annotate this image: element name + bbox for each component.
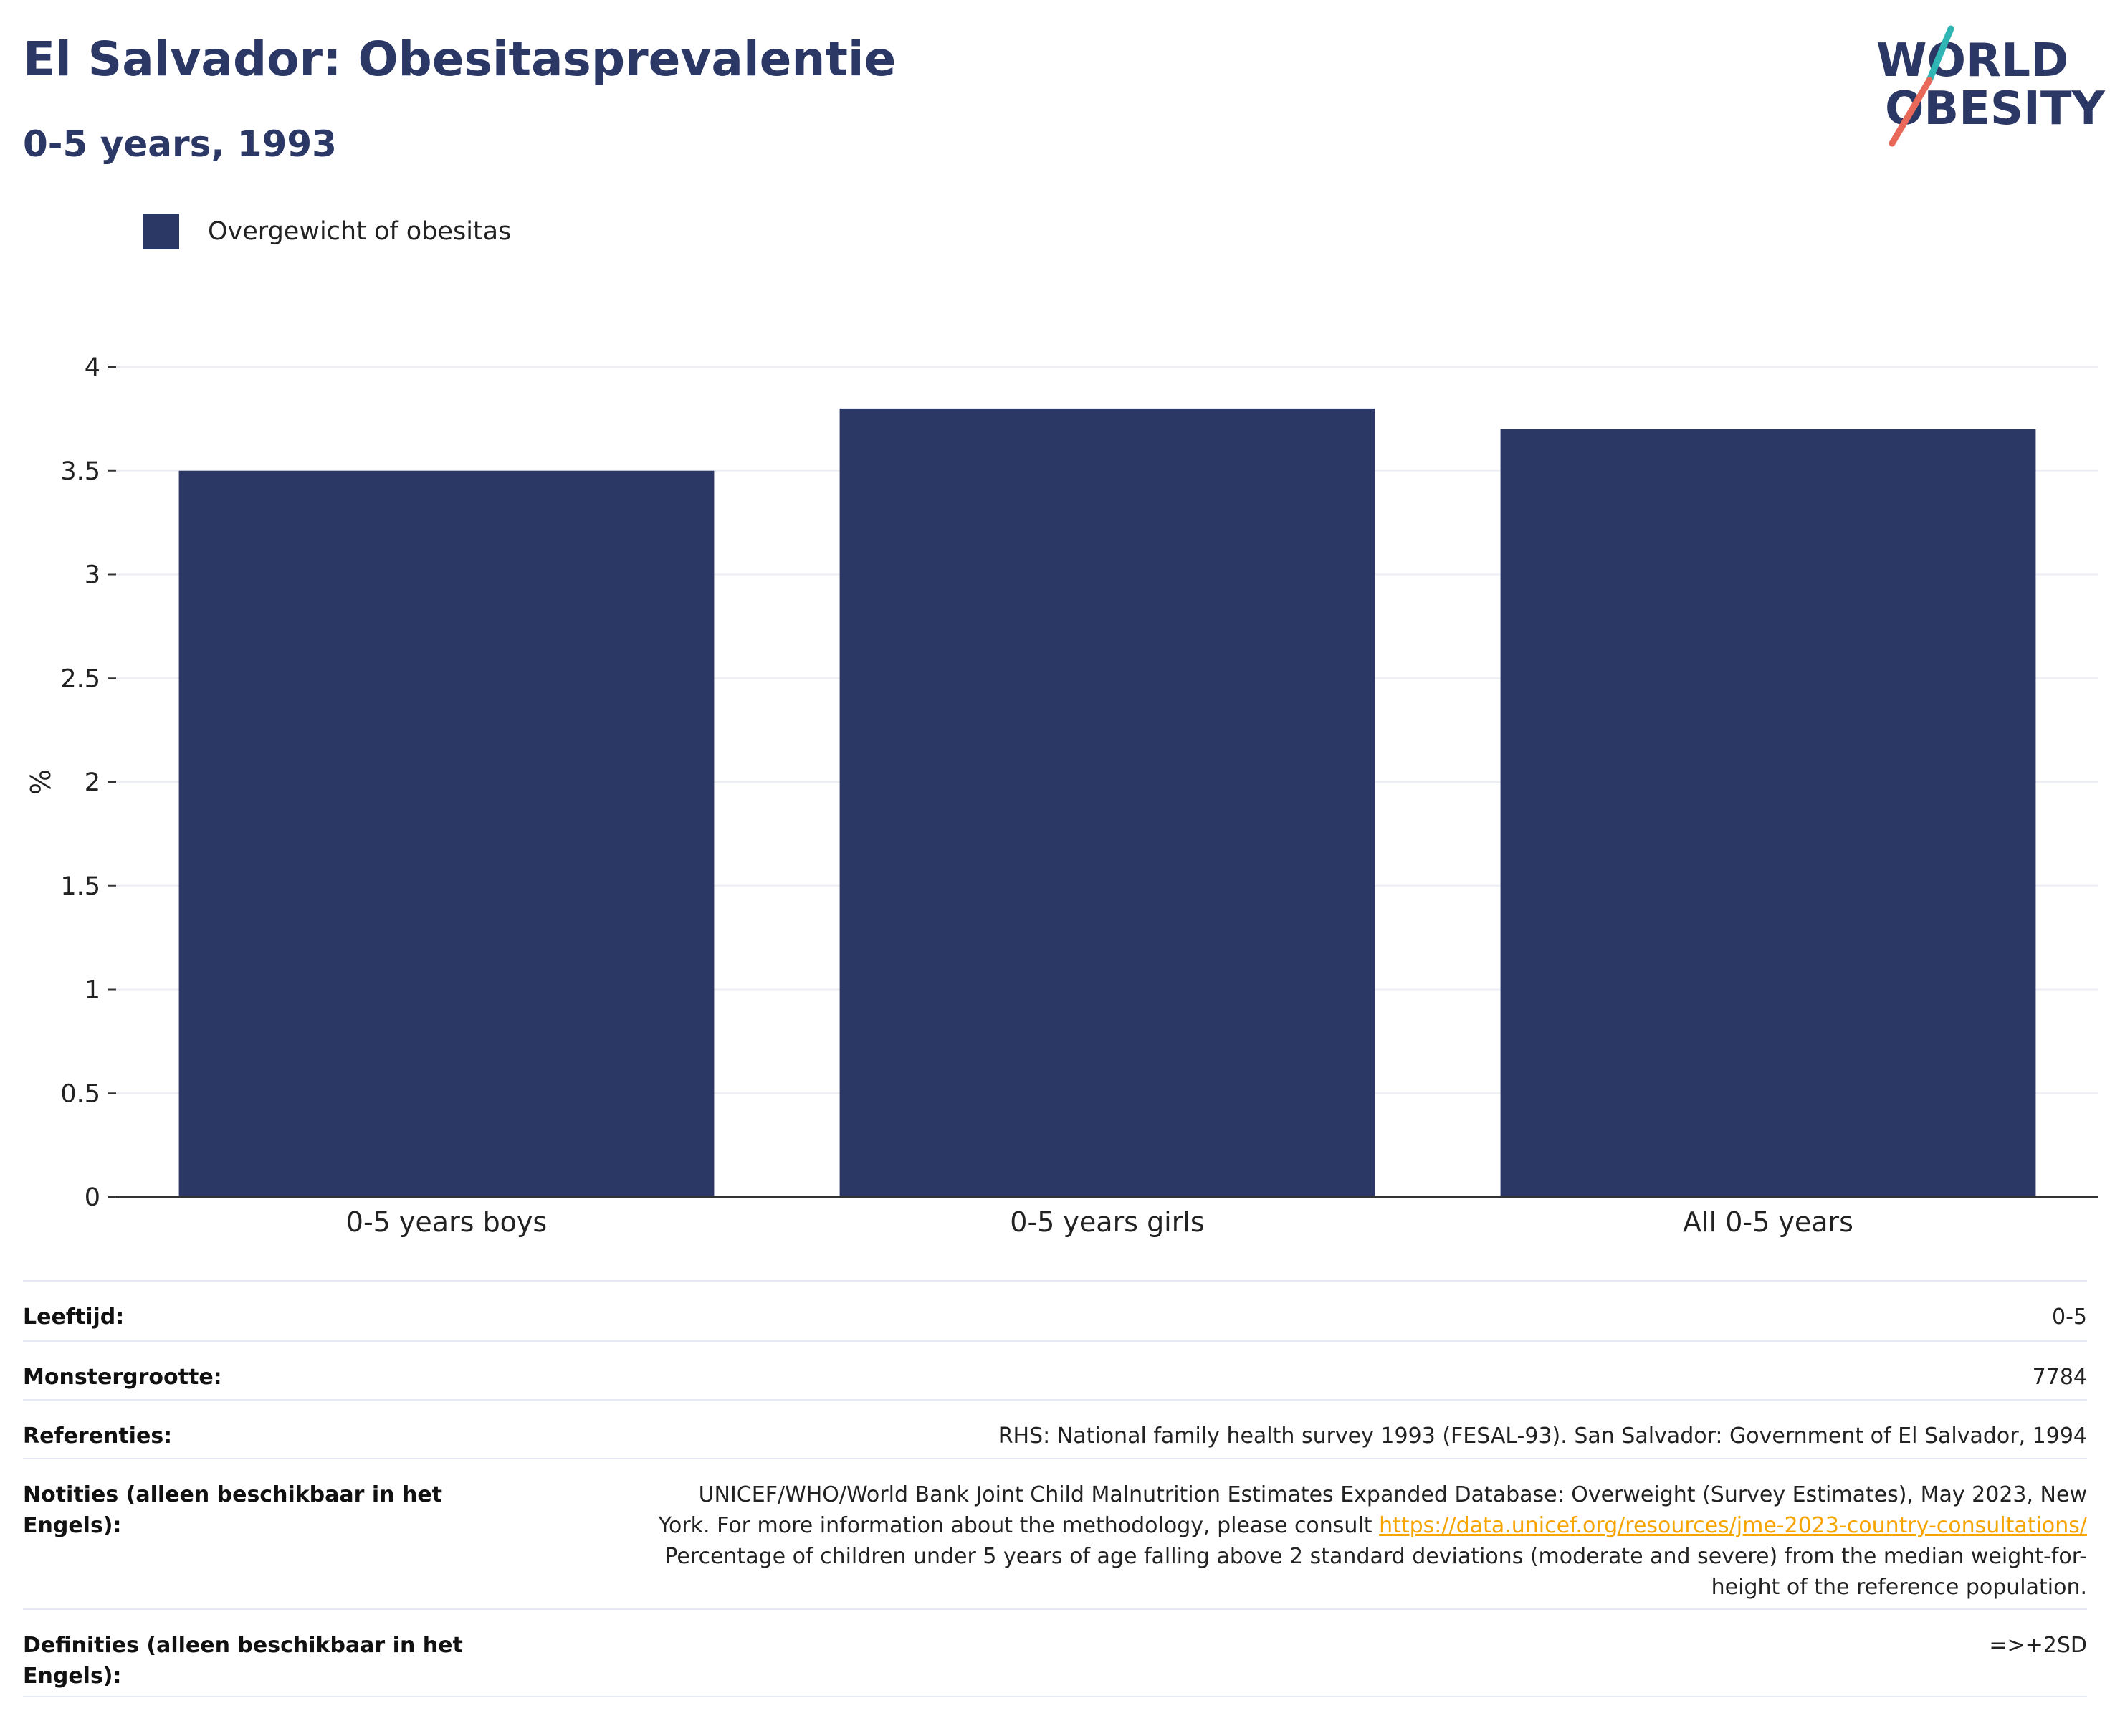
bar-1	[178, 470, 715, 1197]
x-tick-label: 0-5 years boys	[346, 1206, 547, 1238]
notes-line-2: York. For more information about the met…	[658, 1513, 1380, 1538]
references-label: Referenties:	[23, 1423, 173, 1449]
logo-text-obesity: OBESITY	[1885, 82, 2105, 135]
y-tick-label: 4	[85, 353, 100, 382]
page-subtitle: 0-5 years, 1993	[23, 123, 337, 165]
logo-slash-teal	[1926, 25, 1954, 84]
y-tick-label: 1	[85, 976, 100, 1005]
world-obesity-logo: WORLD OBESITY	[1876, 25, 2105, 147]
methodology-link[interactable]: https://data.unicef.org/resources/jme-20…	[1379, 1513, 2087, 1538]
y-tick-label: 2.5	[60, 664, 100, 693]
definitions-value: =>+2SD	[1989, 1633, 2087, 1658]
page-title: El Salvador: Obesitasprevalentie	[23, 32, 897, 87]
notes-line-3: Percentage of children under 5 years of …	[664, 1544, 2087, 1569]
logo-text-world: WORLD	[1876, 34, 2068, 87]
logo-slash-red	[1889, 77, 1933, 147]
info-row-sample: Monstergrootte: 7784	[23, 1340, 2087, 1399]
sample-label: Monstergrootte:	[23, 1365, 222, 1390]
y-tick-label: 0.5	[60, 1079, 100, 1108]
notes-line-4: height of the reference population.	[1711, 1575, 2087, 1600]
legend-label: Overgewicht of obesitas	[208, 217, 512, 246]
legend-swatch	[143, 214, 179, 249]
age-value: 0-5	[2052, 1305, 2087, 1330]
bar-3	[1500, 429, 2036, 1197]
info-table: Leeftijd: 0-5 Monstergrootte: 7784 Refer…	[23, 1280, 2087, 1697]
x-tick-label: 0-5 years girls	[1010, 1206, 1204, 1238]
y-tick-label: 1.5	[60, 872, 100, 901]
y-tick-label: 2	[85, 768, 100, 797]
y-tick-label: 0	[85, 1183, 100, 1212]
info-row-notes: Notities (alleen beschikbaar in het Enge…	[23, 1458, 2087, 1608]
y-axis-label: %	[25, 769, 57, 795]
notes-value: UNICEF/WHO/World Bank Joint Child Malnut…	[467, 1479, 2087, 1603]
bar-2	[839, 408, 1375, 1197]
info-row-references: Referenties: RHS: National family health…	[23, 1399, 2087, 1458]
age-label: Leeftijd:	[23, 1305, 125, 1330]
bar-chart: 0 0.5 1 1.5 2 2.5 3 3.5 4% 0-5 years boys 0-5 year…	[25, 353, 2098, 1238]
notes-label: Notities (alleen beschikbaar in het Enge…	[23, 1482, 443, 1538]
references-value: RHS: National family health survey 1993 …	[998, 1423, 2087, 1449]
x-tick-label: All 0-5 years	[1683, 1206, 1853, 1238]
info-row-definitions: Definities (alleen beschikbaar in het En…	[23, 1608, 2087, 1697]
notes-line-1: UNICEF/WHO/World Bank Joint Child Malnut…	[698, 1482, 2087, 1507]
sample-value: 7784	[2032, 1365, 2087, 1390]
y-tick-label: 3	[85, 561, 100, 590]
info-row-age: Leeftijd: 0-5	[23, 1280, 2087, 1340]
definitions-label: Definities (alleen beschikbaar in het En…	[23, 1633, 463, 1689]
y-tick-label: 3.5	[60, 457, 100, 486]
chart-legend: Overgewicht of obesitas	[143, 214, 511, 249]
